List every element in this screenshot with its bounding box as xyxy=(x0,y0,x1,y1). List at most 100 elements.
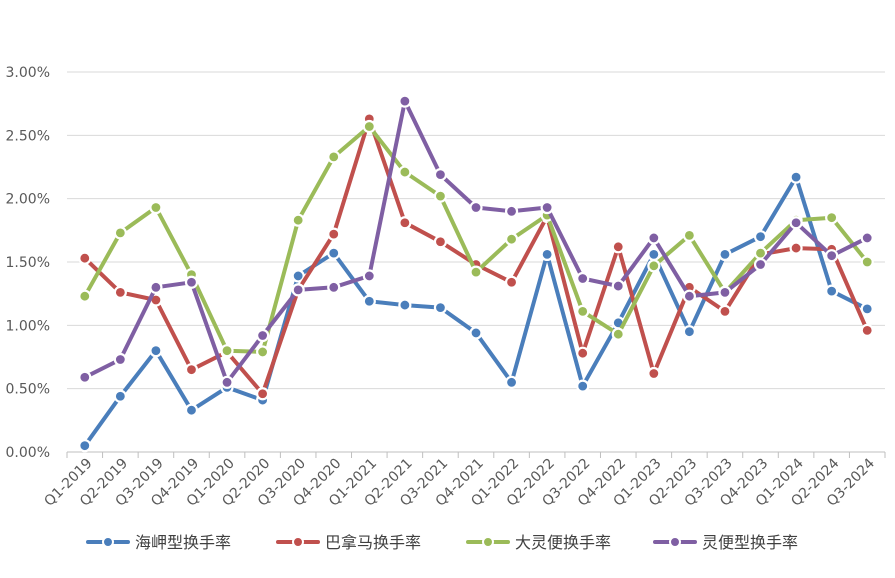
data-point xyxy=(860,323,874,337)
data-point xyxy=(611,240,625,254)
data-point xyxy=(327,246,341,260)
data-point xyxy=(433,168,448,182)
data-point xyxy=(184,363,199,377)
data-point xyxy=(504,375,519,389)
data-point xyxy=(682,289,696,303)
data-point xyxy=(398,216,412,230)
data-point xyxy=(576,271,590,286)
data-point xyxy=(149,344,163,358)
data-point xyxy=(184,403,199,417)
data-point xyxy=(362,269,376,283)
data-point xyxy=(647,259,661,273)
y-tick-label: 0.00% xyxy=(6,445,50,461)
series-line xyxy=(82,116,870,396)
data-point xyxy=(78,251,92,265)
data-point xyxy=(576,346,590,360)
data-point xyxy=(220,344,234,358)
y-tick-label: 1.00% xyxy=(6,318,50,334)
data-point xyxy=(718,285,732,299)
data-point xyxy=(220,375,234,389)
legend-item: 海岬型换手率 xyxy=(86,533,231,552)
data-point xyxy=(504,204,519,218)
data-point xyxy=(469,200,483,215)
data-point xyxy=(611,327,625,341)
legend-item: 大灵便换手率 xyxy=(466,533,611,552)
data-point xyxy=(753,257,768,272)
data-point xyxy=(647,366,661,381)
legend-swatch-marker xyxy=(102,536,114,548)
data-point xyxy=(398,298,412,312)
data-point xyxy=(860,231,874,245)
data-point xyxy=(860,255,874,269)
data-point xyxy=(291,283,305,297)
data-point xyxy=(825,249,839,263)
grid xyxy=(67,71,885,453)
y-tick-label: 0.50% xyxy=(6,382,50,398)
legend-label: 灵便型换手率 xyxy=(702,533,798,552)
data-point xyxy=(789,216,803,230)
data-point xyxy=(362,119,376,134)
data-point xyxy=(753,230,768,244)
data-point xyxy=(78,439,92,453)
data-point xyxy=(682,228,696,242)
legend-swatch-marker xyxy=(482,536,494,548)
data-point xyxy=(469,265,483,279)
data-point xyxy=(647,247,661,261)
series-4 xyxy=(78,94,874,389)
y-axis-ticks: 0.00% 0.50% 1.00% 1.50% 2.00% 2.50% 3.00% xyxy=(6,65,50,461)
legend-label: 大灵便换手率 xyxy=(515,533,611,552)
data-point xyxy=(149,200,163,215)
data-point xyxy=(504,275,519,289)
data-point xyxy=(184,275,199,289)
data-point xyxy=(718,304,732,318)
data-point xyxy=(433,301,448,315)
legend-swatch-marker xyxy=(292,536,304,548)
series-2 xyxy=(78,112,874,401)
data-point xyxy=(540,200,554,215)
series-lines xyxy=(78,94,874,453)
data-point xyxy=(860,302,874,316)
legend: 海岬型换手率 巴拿马换手率 大灵便换手率 灵便型换手率 xyxy=(86,533,798,552)
data-point xyxy=(682,325,696,339)
data-point xyxy=(576,304,590,318)
data-point xyxy=(327,280,341,294)
data-point xyxy=(789,170,803,184)
data-point xyxy=(256,345,270,359)
data-point xyxy=(291,213,305,227)
data-point xyxy=(78,370,92,384)
y-tick-label: 1.50% xyxy=(6,255,50,271)
data-point xyxy=(149,280,163,294)
data-point xyxy=(327,150,341,164)
data-point xyxy=(256,328,270,343)
data-point xyxy=(113,389,127,403)
data-point xyxy=(504,232,519,246)
data-point xyxy=(433,235,448,249)
legend-swatch-marker xyxy=(669,536,681,548)
data-point xyxy=(576,379,590,393)
legend-item: 灵便型换手率 xyxy=(653,533,798,552)
data-point xyxy=(113,285,127,299)
data-point xyxy=(433,189,448,203)
data-point xyxy=(78,289,92,303)
data-point xyxy=(611,279,625,293)
legend-item: 巴拿马换手率 xyxy=(276,533,421,552)
series-1 xyxy=(78,170,874,453)
data-point xyxy=(647,231,661,245)
y-tick-label: 2.50% xyxy=(6,128,50,144)
data-point xyxy=(825,284,839,298)
data-point xyxy=(825,211,839,225)
data-point xyxy=(398,165,412,179)
data-point xyxy=(113,226,127,240)
data-point xyxy=(256,387,270,401)
data-point xyxy=(469,326,483,340)
x-axis-ticks: Q1-2019Q2-2019Q3-2019Q4-2019Q1-2020Q2-20… xyxy=(41,452,886,510)
y-tick-label: 3.00% xyxy=(6,65,50,81)
data-point xyxy=(398,94,412,108)
data-point xyxy=(718,247,732,261)
legend-label: 巴拿马换手率 xyxy=(325,533,421,552)
data-point xyxy=(362,294,376,308)
data-point xyxy=(113,352,127,367)
data-point xyxy=(291,269,305,283)
